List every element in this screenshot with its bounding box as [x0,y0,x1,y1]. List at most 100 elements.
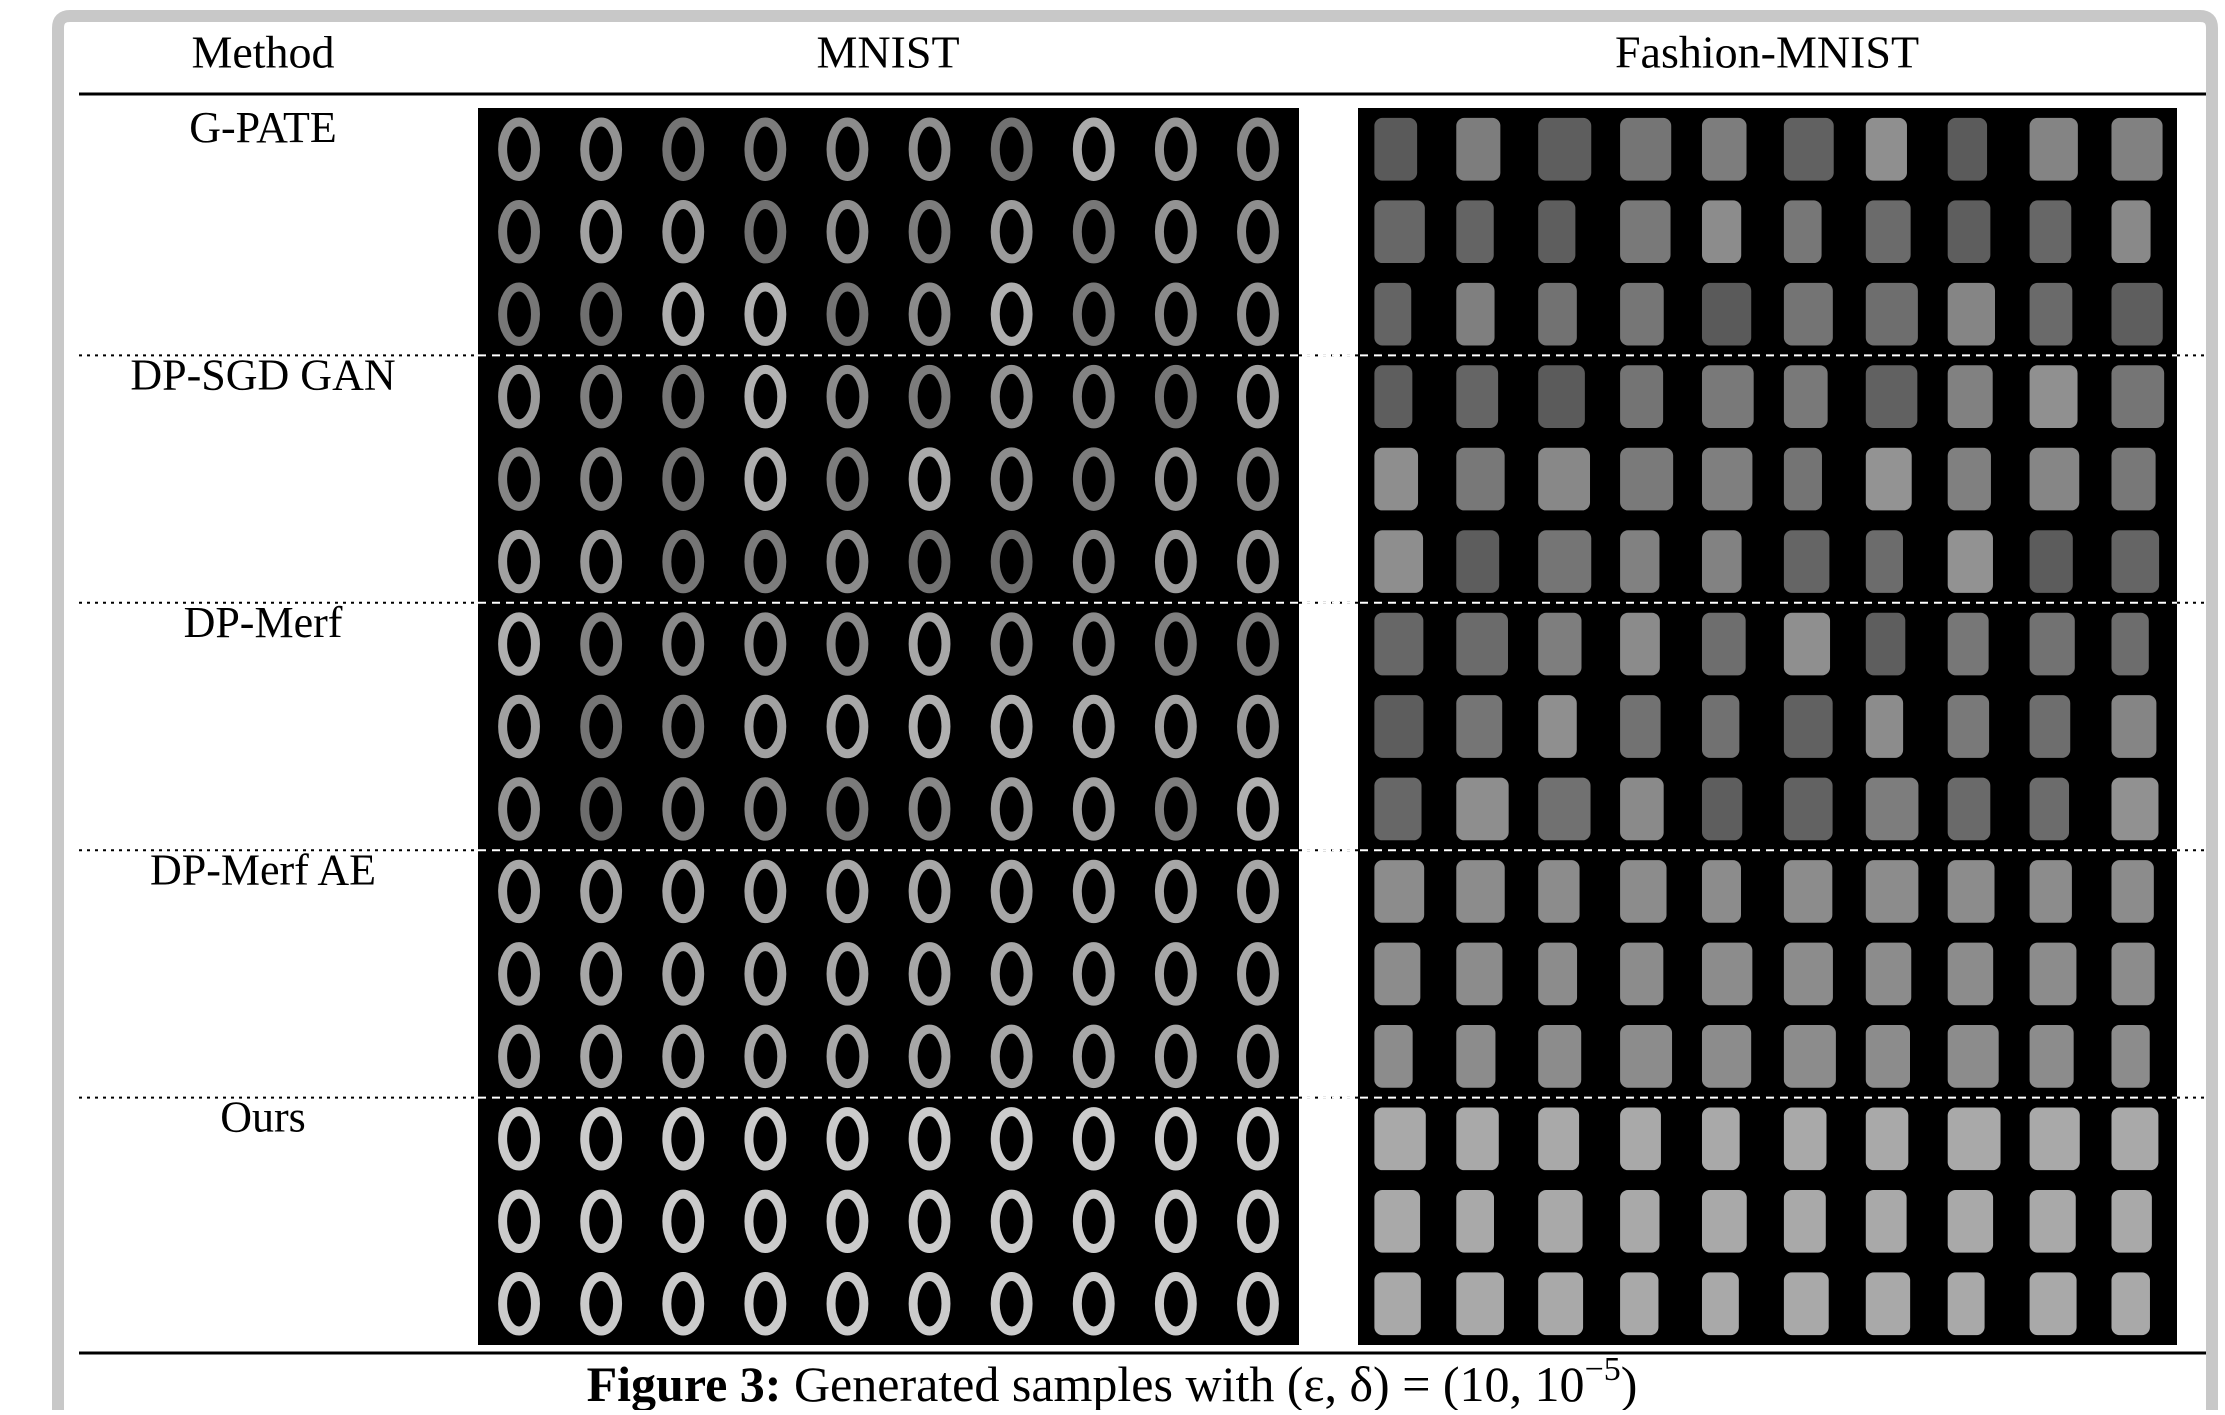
sample-tile [1538,695,1577,758]
sample-tile [1866,530,1903,593]
sample-tile [1702,1107,1740,1170]
sample-tile [1948,530,1993,593]
sample-tile [1784,118,1834,181]
sample-tile [1866,1025,1910,1088]
sample-tile [1538,530,1591,593]
sample-tile [1866,200,1911,263]
sample-tile [1948,778,1991,841]
sample-tile [1866,1107,1909,1170]
sample-tile [1538,860,1579,923]
sample-tile [1948,448,1991,511]
sample-tile [1702,118,1747,181]
sample-tile [1784,448,1822,511]
sample-tile [1702,1190,1747,1253]
header-method: Method [191,27,334,78]
sample-tile [1620,1025,1672,1088]
sample-tile [2030,778,2069,841]
sample-tile [1702,1025,1751,1088]
sample-tile [1948,283,1995,346]
sample-tile [1948,365,1993,428]
sample-tile [1784,200,1822,263]
sample-tile [1866,365,1918,428]
sample-tile [2111,200,2150,263]
sample-tile [1374,118,1417,181]
sample-tile [1538,778,1590,841]
sample-tile [1538,200,1575,263]
sample-tile [1620,695,1661,758]
caption-label: Figure 3: [587,1356,782,1410]
sample-tile [1456,1025,1495,1088]
sample-tile [1620,530,1659,593]
sample-tile [1456,695,1502,758]
sample-tile [2030,1025,2074,1088]
sample-tile [1620,448,1673,511]
sample-tile [1374,283,1411,346]
sample-tile [1866,1190,1907,1253]
page: {"header": {"method": "Method", "mnist":… [0,0,2225,1410]
sample-tile [1948,1272,1985,1335]
sample-tile [1374,778,1421,841]
sample-tile [1456,118,1500,181]
sample-tile [2111,448,2155,511]
sample-tile [1538,943,1577,1006]
sample-tile [1948,1107,2001,1170]
sample-tile [1784,1190,1826,1253]
sample-tile [1374,860,1424,923]
header-mnist: MNIST [816,27,959,78]
sample-tile [1456,365,1498,428]
sample-tile [1948,1190,1993,1253]
sample-tile [2111,1107,2158,1170]
sample-tile [1948,943,1993,1006]
method-label: G-PATE [189,103,337,152]
sample-tile [1702,943,1752,1006]
sample-tile [1784,613,1830,676]
method-label: DP-Merf AE [150,845,376,894]
sample-tile [1620,613,1660,676]
sample-tile [1456,448,1504,511]
sample-tile [2111,695,2156,758]
sample-tile [1374,943,1420,1006]
sample-tile [1620,1107,1661,1170]
sample-tile [1456,613,1508,676]
sample-tile [1620,118,1671,181]
sample-tile [1784,1107,1827,1170]
sample-tile [1948,200,1991,263]
method-label: Ours [220,1093,306,1142]
sample-tile [1538,118,1591,181]
sample-tile [1456,1107,1498,1170]
sample-tile [1620,778,1664,841]
sample-tile [1784,365,1828,428]
sample-tile [1620,283,1664,346]
caption-close: ) [1621,1356,1638,1410]
sample-tile [2111,778,2158,841]
sample-tile [1784,1272,1829,1335]
sample-tile [1620,1190,1659,1253]
sample-tile [2030,860,2072,923]
sample-tile [2111,118,2162,181]
sample-tile [1784,283,1833,346]
sample-tile [1620,1272,1658,1335]
sample-tile [1538,1025,1581,1088]
sample-tile [1702,448,1752,511]
sample-tile [2030,200,2072,263]
sample-tile [1866,1272,1910,1335]
sample-tile [1784,860,1832,923]
sample-tile [1866,778,1919,841]
sample-tile [1702,695,1739,758]
sample-tile [1374,365,1412,428]
sample-tile [1456,860,1504,923]
mnist-panel [478,108,1299,1345]
sample-tile [1456,1272,1504,1335]
sample-tile [2030,695,2071,758]
figure: Method MNIST Fashion-MNIST Figure 3: Gen… [0,0,2225,1410]
method-label: DP-SGD GAN [130,350,395,399]
sample-tile [2111,530,2159,593]
sample-tile [1538,613,1581,676]
sample-tile [1784,778,1833,841]
sample-tile [1456,200,1493,263]
sample-tile [1456,530,1499,593]
sample-tile [1866,860,1919,923]
sample-tile [1538,365,1585,428]
sample-tile [1866,283,1918,346]
sample-tile [2030,118,2078,181]
